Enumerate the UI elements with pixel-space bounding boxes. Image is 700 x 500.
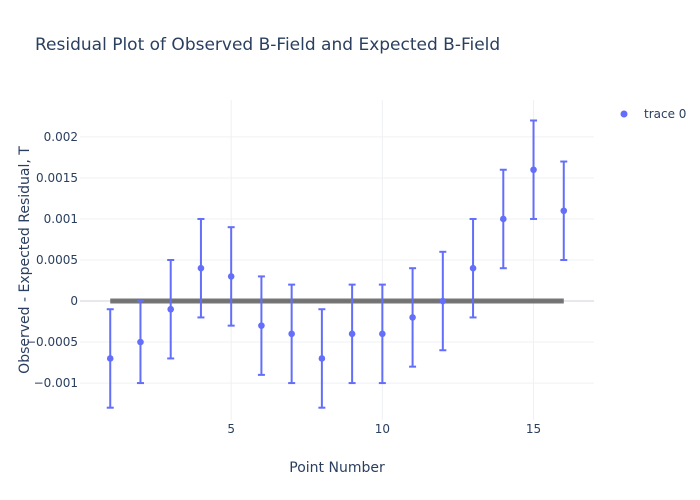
data-point[interactable] (227, 273, 235, 280)
y-tick-label: 0.001 (44, 212, 78, 226)
x-tick-labels: 5 10 15 (227, 422, 541, 436)
y-tick-label: −0.0005 (26, 335, 78, 349)
legend-label: trace 0 (644, 107, 686, 121)
data-point[interactable] (379, 330, 386, 338)
y-axis-title: Observed - Expected Residual, T (17, 146, 33, 374)
data-point[interactable] (318, 355, 326, 362)
data-point[interactable] (499, 215, 507, 223)
y-tick-labels: −0.001 −0.0005 0 0.0005 0.001 0.0015 0.002 (26, 130, 78, 390)
data-point[interactable] (409, 314, 416, 321)
legend-marker (620, 110, 628, 118)
data-points (106, 166, 568, 362)
y-tick-label: 0 (70, 294, 78, 308)
y-tick-label: 0.0015 (36, 171, 78, 185)
x-tick-label: 15 (526, 422, 541, 436)
x-axis-title: Point Number (289, 460, 385, 476)
y-tick-label: −0.001 (34, 376, 78, 390)
data-point[interactable] (469, 264, 477, 272)
data-point[interactable] (348, 330, 356, 338)
data-point[interactable] (137, 338, 144, 346)
y-tick-label: 0.0005 (36, 253, 78, 267)
data-point[interactable] (439, 297, 447, 305)
data-point[interactable] (530, 166, 537, 174)
y-tick-label: 0.002 (44, 130, 78, 144)
data-point[interactable] (288, 330, 295, 338)
data-point[interactable] (560, 207, 568, 215)
data-point[interactable] (258, 322, 265, 329)
data-point[interactable] (167, 305, 175, 313)
data-point[interactable] (106, 355, 114, 362)
chart-title: Residual Plot of Observed B-Field and Ex… (35, 35, 500, 55)
x-tick-label: 5 (227, 422, 235, 436)
legend[interactable]: trace 0 (620, 107, 687, 121)
x-tick-label: 10 (375, 422, 390, 436)
data-point[interactable] (197, 264, 205, 272)
